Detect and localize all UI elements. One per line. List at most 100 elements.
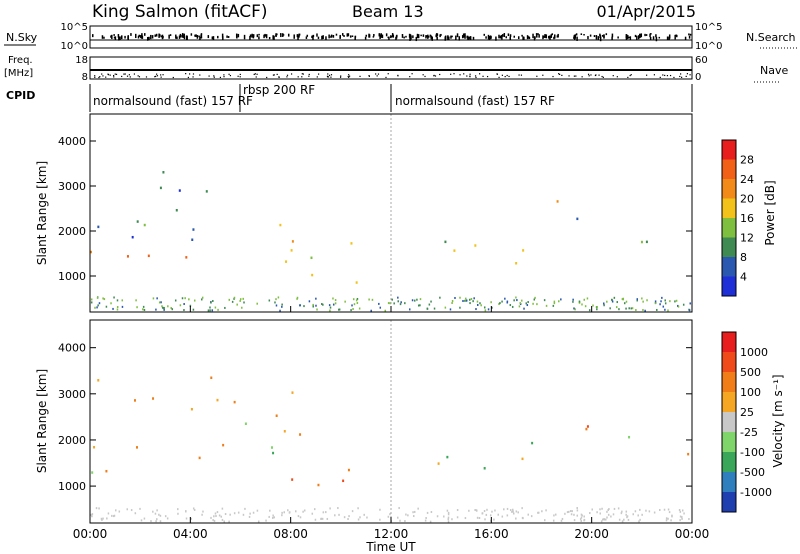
noise-mark (617, 36, 619, 39)
heatmap-cell (311, 273, 314, 277)
heatmap-cell (353, 303, 356, 306)
heatmap-cell (490, 519, 492, 522)
noise-mark (417, 34, 420, 39)
heatmap-cell (596, 308, 598, 311)
heatmap-cell (483, 467, 486, 470)
heatmap-cell (136, 306, 138, 309)
heatmap-cell (618, 308, 620, 311)
heatmap-cell (634, 510, 637, 513)
noise-mark (354, 36, 356, 41)
nave-mark (629, 74, 631, 77)
nave-mark (102, 75, 104, 77)
noise-mark (420, 34, 422, 37)
noise-mark (427, 34, 429, 39)
heatmap-cell (103, 298, 106, 301)
heatmap-cell (561, 517, 564, 520)
heatmap-cell (198, 456, 201, 460)
heatmap-cell (556, 200, 559, 203)
heatmap-cell (625, 513, 627, 516)
noise-mark (137, 35, 140, 39)
heatmap-cell (221, 518, 224, 521)
noise-mark (251, 33, 253, 38)
heatmap-cell (338, 513, 340, 516)
heatmap-cell (332, 297, 334, 300)
noise-mark (440, 33, 442, 36)
heatmap-cell (596, 511, 598, 514)
heatmap-cell (644, 309, 646, 312)
heatmap-cell (428, 303, 431, 306)
heatmap-cell (190, 407, 193, 411)
heatmap-cell (404, 520, 406, 523)
nave-mark (121, 75, 123, 78)
heatmap-cell (631, 307, 634, 310)
noise-mark (513, 35, 516, 38)
heatmap-cell (532, 302, 534, 305)
heatmap-cell (430, 511, 433, 514)
nave-mark (409, 76, 411, 78)
heatmap-cell (447, 518, 450, 521)
heatmap-cell (295, 510, 297, 513)
heatmap-cell (150, 520, 152, 523)
heatmap-cell (618, 518, 621, 521)
nave-mark (199, 74, 201, 76)
nave-mark (475, 76, 477, 79)
noise-mark (287, 33, 290, 37)
heatmap-cell (623, 518, 625, 521)
heatmap-cell (681, 509, 684, 512)
heatmap-cell (344, 300, 346, 303)
freq-tick-high: 18 (75, 55, 88, 66)
heatmap-cell (585, 427, 588, 431)
heatmap-cell (683, 512, 685, 515)
nave-mark (653, 74, 655, 76)
heatmap-cell (256, 509, 259, 512)
heatmap-cell (605, 518, 607, 521)
noise-mark (222, 36, 224, 40)
nave-mark (301, 73, 303, 75)
noise-mark (364, 36, 367, 40)
heatmap-cell (256, 302, 258, 305)
nave-mark (453, 73, 455, 75)
noise-mark (689, 33, 692, 36)
noise-mark (533, 36, 536, 41)
heatmap-cell (378, 302, 380, 305)
heatmap-cell (237, 511, 240, 514)
noise-mark (380, 33, 382, 36)
noise-mark (296, 34, 299, 38)
heatmap-cell (515, 296, 517, 299)
noise-mark (545, 34, 548, 39)
noise-mark (121, 35, 123, 40)
noise-mark (537, 33, 539, 35)
noise-mark (113, 36, 116, 39)
colorbar-swatch (722, 352, 736, 372)
heatmap-cell (484, 309, 487, 312)
heatmap-cell (312, 303, 314, 306)
noise-mark (574, 34, 577, 39)
heatmap-cell (308, 300, 311, 303)
nave-mark (662, 74, 664, 76)
heatmap-cell (569, 510, 572, 513)
noise-mark (517, 36, 520, 40)
heatmap-cell (665, 517, 668, 520)
nave-mark (308, 73, 310, 76)
heatmap-cell (573, 513, 575, 516)
nave-mark (94, 75, 96, 77)
beam-title: Beam 13 (352, 2, 424, 21)
noise-mark (297, 35, 300, 38)
heatmap-cell (207, 309, 210, 312)
nave-mark (228, 73, 230, 75)
heatmap-cell (205, 190, 208, 193)
heatmap-cell (272, 514, 274, 517)
heatmap-cell (611, 298, 613, 301)
noise-mark (311, 35, 313, 39)
noise-mark (243, 34, 246, 40)
nave-mark (156, 75, 159, 77)
heatmap-cell (366, 516, 368, 519)
nave-mark (463, 73, 465, 75)
heatmap-cell (249, 512, 251, 515)
heatmap-cell (213, 519, 216, 522)
freq-label: Freq. (8, 55, 33, 66)
heatmap-cell (580, 516, 583, 519)
heatmap-cell (391, 298, 394, 301)
nave-mark (376, 75, 378, 77)
heatmap-cell (601, 507, 603, 510)
